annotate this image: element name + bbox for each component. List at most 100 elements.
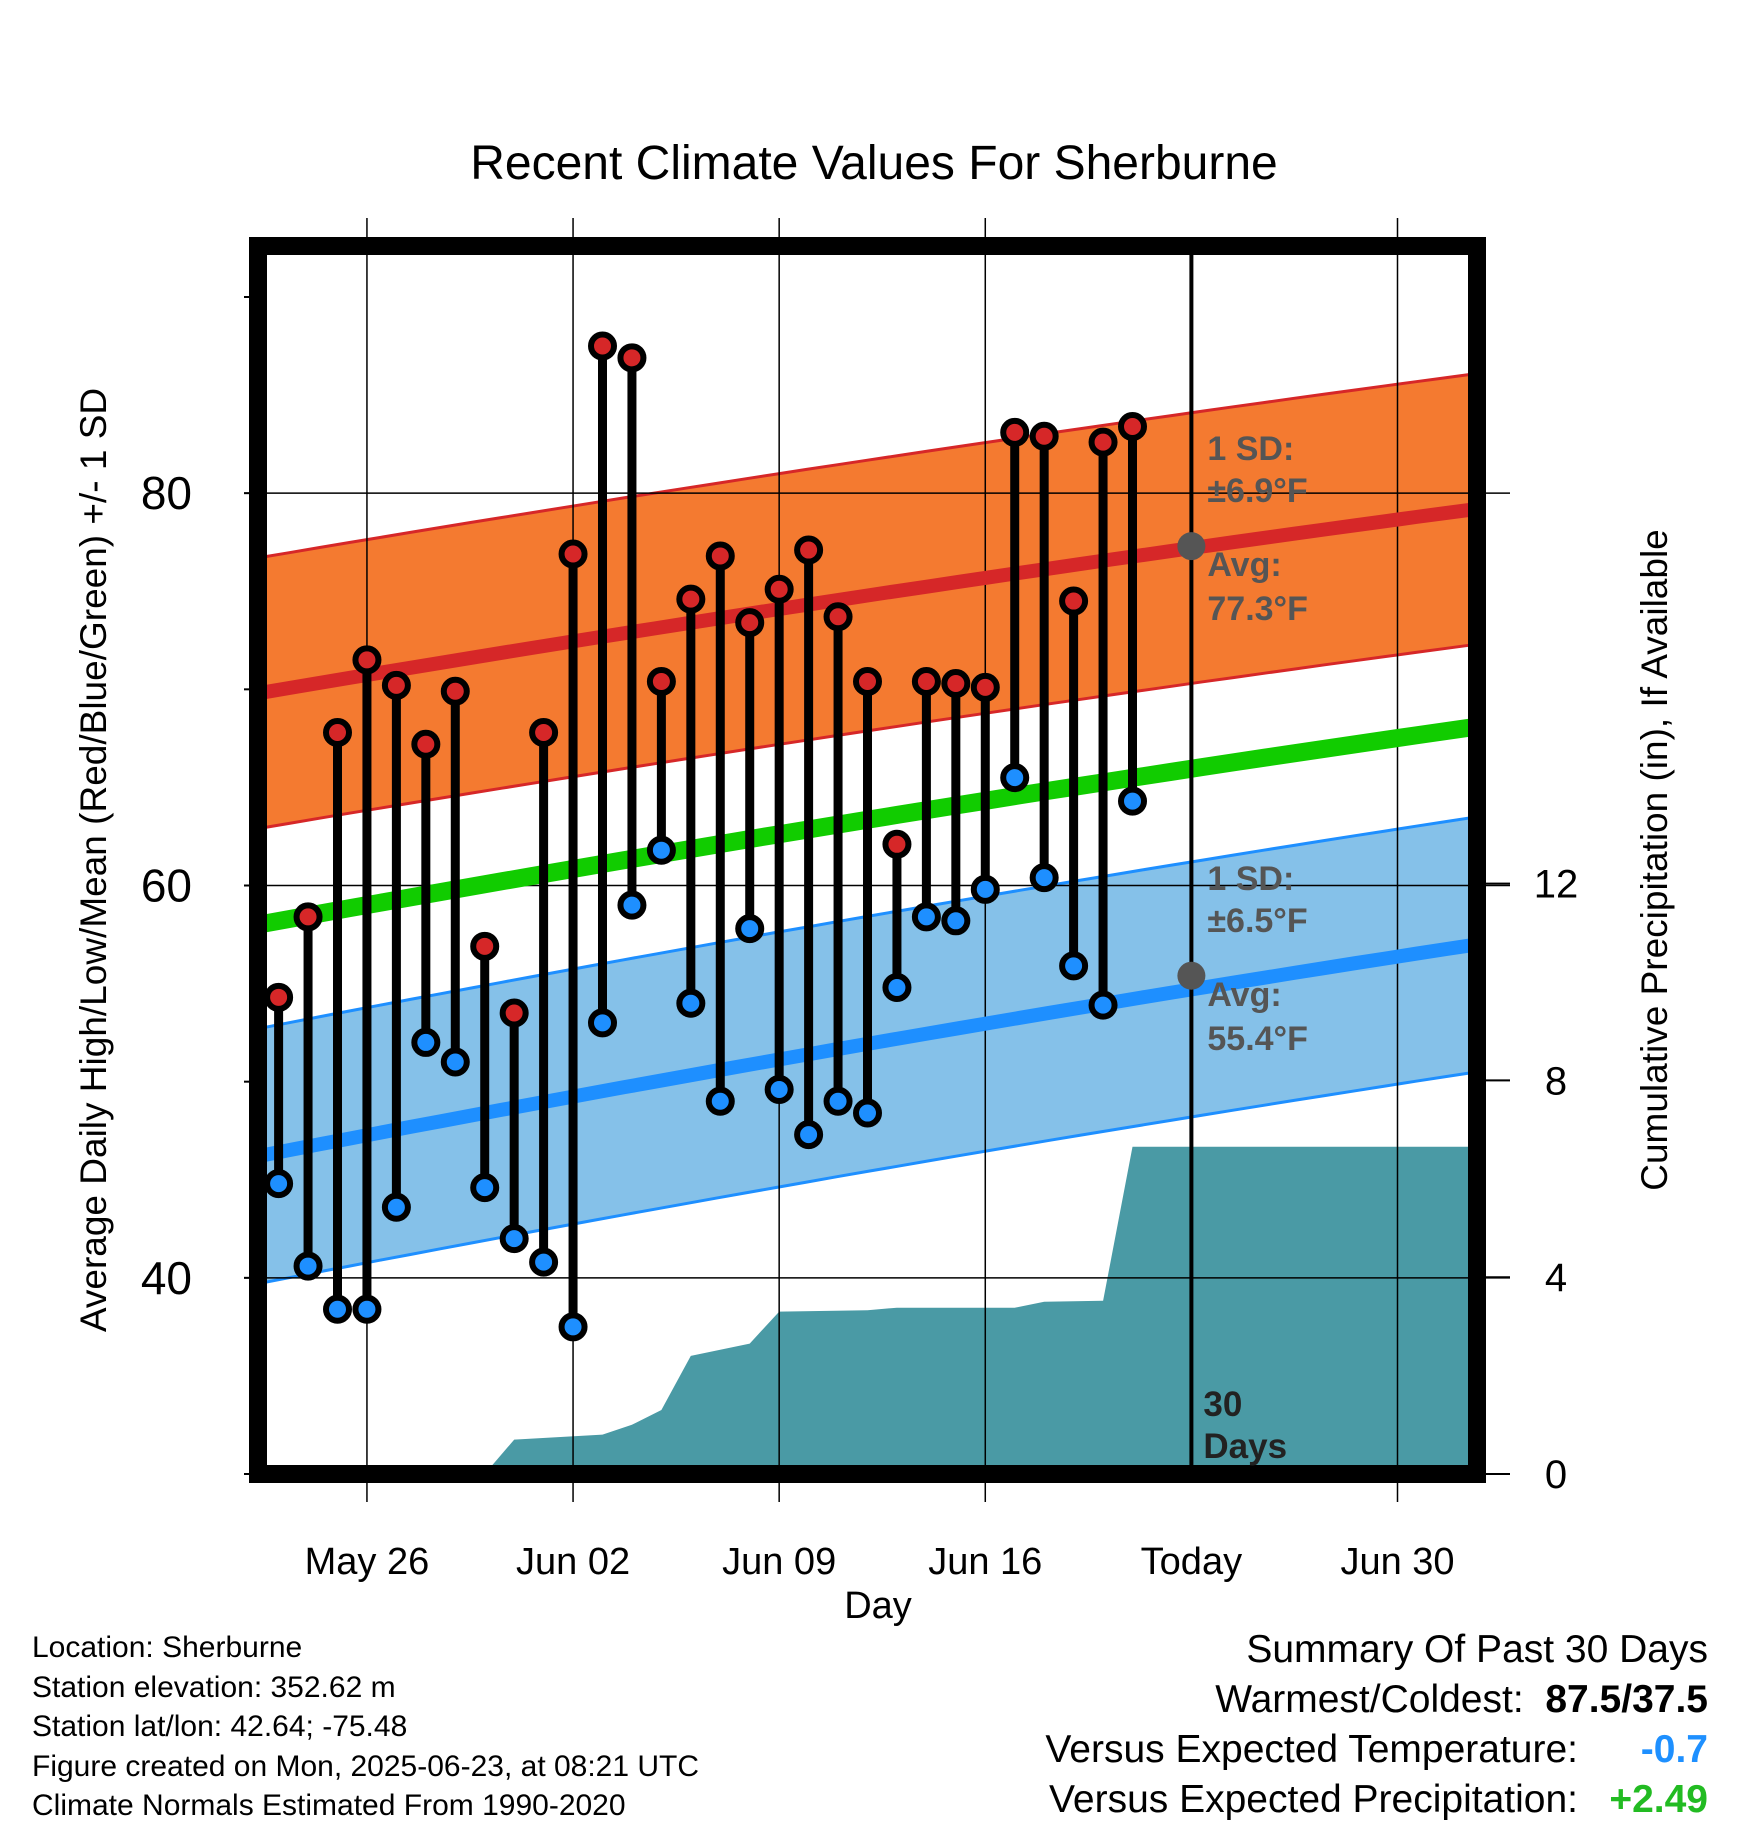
temp-label: Versus Expected Temperature:: [1045, 1728, 1578, 1771]
high-avg-value: 77.3°F: [1207, 590, 1308, 628]
x-tick-label: Jun 30: [1340, 1541, 1454, 1583]
low-point: [676, 988, 706, 1018]
low-point: [381, 1192, 411, 1222]
high-point: [911, 666, 941, 696]
low-point: [823, 1086, 853, 1116]
warmest-row: Warmest/Coldest: 87.5/37.5: [1045, 1675, 1708, 1725]
high-point: [499, 998, 529, 1028]
high-point: [735, 608, 765, 638]
high-point: [411, 729, 441, 759]
high-point: [1000, 417, 1030, 447]
low-point: [617, 890, 647, 920]
axes: 40 60 80 0 4 8 12 May 26 Jun 02 Jun 09 Jun 16 Today…: [73, 296, 1675, 1583]
precip-tick-label: 8: [1545, 1059, 1567, 1103]
plot-border: [249, 237, 1486, 1483]
x-tick-label: Jun 09: [722, 1541, 836, 1583]
high-point: [558, 539, 588, 569]
low-point: [1059, 951, 1089, 981]
precip-tick-label: 4: [1545, 1256, 1567, 1300]
low-point: [264, 1169, 294, 1199]
daily-range-bars: [274, 346, 1137, 1327]
annotations: 1 SD: ±6.9°F Avg: 77.3°F 1 SD: ±6.5°F Avg: 55.4…: [1177, 430, 1308, 1466]
low-point: [941, 906, 971, 936]
low-point: [293, 1251, 323, 1281]
high-point: [823, 602, 853, 632]
high-point: [381, 670, 411, 700]
y-axis-right-label: Cumulative Precipitation (in), If Availa…: [1634, 529, 1675, 1191]
low-point: [646, 835, 676, 865]
high-point: [323, 717, 352, 747]
low-avg-value: 55.4°F: [1207, 1020, 1308, 1058]
low-point: [735, 914, 765, 944]
low-point: [1000, 763, 1030, 793]
low-point: [794, 1120, 824, 1150]
normals-text: Climate Normals Estimated From 1990-2020: [32, 1789, 626, 1822]
high-point: [676, 584, 706, 614]
elevation-text: Station elevation: 352.62 m: [32, 1670, 396, 1704]
high-point: [440, 676, 470, 706]
station-info: Location: Sherburne Station elevation: 3…: [32, 1628, 699, 1826]
high-point: [1059, 586, 1089, 616]
low-point: [1088, 990, 1118, 1020]
y-tick-label: 60: [141, 860, 192, 912]
created-text: Figure created on Mon, 2025-06-23, at 08…: [32, 1749, 700, 1783]
low-sd-label: 1 SD:: [1207, 860, 1294, 898]
today-high-avg-marker: [1177, 532, 1206, 561]
high-point: [529, 717, 559, 747]
precipitation-fill: [278, 1146, 1478, 1474]
days-label-line2: Days: [1203, 1427, 1287, 1466]
high-point: [588, 331, 617, 361]
low-point: [411, 1027, 441, 1057]
high-point: [1088, 427, 1118, 457]
high-point: [941, 668, 971, 698]
low-point: [352, 1294, 382, 1324]
high-point: [1118, 411, 1147, 441]
low-point: [882, 973, 912, 1003]
y-tick-label: 80: [141, 467, 192, 519]
daily-points: [264, 331, 1147, 1342]
high-point: [293, 902, 323, 932]
latlon-text: Station lat/lon: 42.64; -75.48: [32, 1710, 408, 1743]
normal-high-line: [256, 501, 1478, 701]
low-point: [911, 902, 941, 932]
high-sd-upper-edge: [257, 372, 1478, 560]
y-axis-left-label: Average Daily High/Low/Mean (Red/Blue/Gr…: [73, 388, 114, 1332]
low-sd-value: ±6.5°F: [1207, 902, 1307, 940]
today-low-avg-marker: [1177, 961, 1206, 990]
plot-frame: [249, 237, 1486, 1483]
warmest-value: 87.5/37.5: [1545, 1678, 1708, 1721]
precip-row: Versus Expected Precipitation: +2.49: [1045, 1775, 1708, 1825]
low-point: [529, 1247, 559, 1277]
low-point: [323, 1294, 352, 1324]
low-point: [705, 1086, 735, 1116]
high-point: [264, 982, 294, 1012]
high-point: [882, 829, 912, 859]
days-label-line1: 30: [1203, 1385, 1242, 1424]
precipitation-area: [278, 1146, 1478, 1474]
low-point: [588, 1008, 617, 1038]
low-point: [499, 1224, 529, 1254]
x-axis-label: Day: [844, 1585, 912, 1627]
location-text: Location: Sherburne: [32, 1631, 303, 1664]
low-point: [1118, 786, 1147, 816]
high-point: [794, 535, 824, 565]
x-tick-label: May 26: [305, 1541, 430, 1583]
x-tick-label: Today: [1141, 1541, 1242, 1583]
high-sd-value: ±6.9°F: [1207, 472, 1307, 510]
low-sd-lower-edge: [257, 1070, 1478, 1286]
high-avg-label: Avg:: [1207, 546, 1281, 584]
high-point: [705, 541, 735, 571]
high-point: [617, 343, 647, 373]
y-tick-label: 40: [141, 1252, 192, 1304]
summary-panel: Summary Of Past 30 Days Warmest/Coldest:…: [1045, 1625, 1708, 1825]
x-tick-label: Jun 16: [928, 1541, 1042, 1583]
high-sd-label: 1 SD:: [1207, 430, 1294, 468]
high-point: [764, 574, 794, 604]
low-point: [1029, 863, 1059, 893]
precip-value: +2.49: [1609, 1778, 1708, 1821]
x-tick-label: Jun 02: [516, 1541, 630, 1583]
temp-row: Versus Expected Temperature: -0.7: [1045, 1725, 1708, 1775]
summary-heading: Summary Of Past 30 Days: [1246, 1628, 1708, 1671]
low-point: [764, 1075, 794, 1105]
